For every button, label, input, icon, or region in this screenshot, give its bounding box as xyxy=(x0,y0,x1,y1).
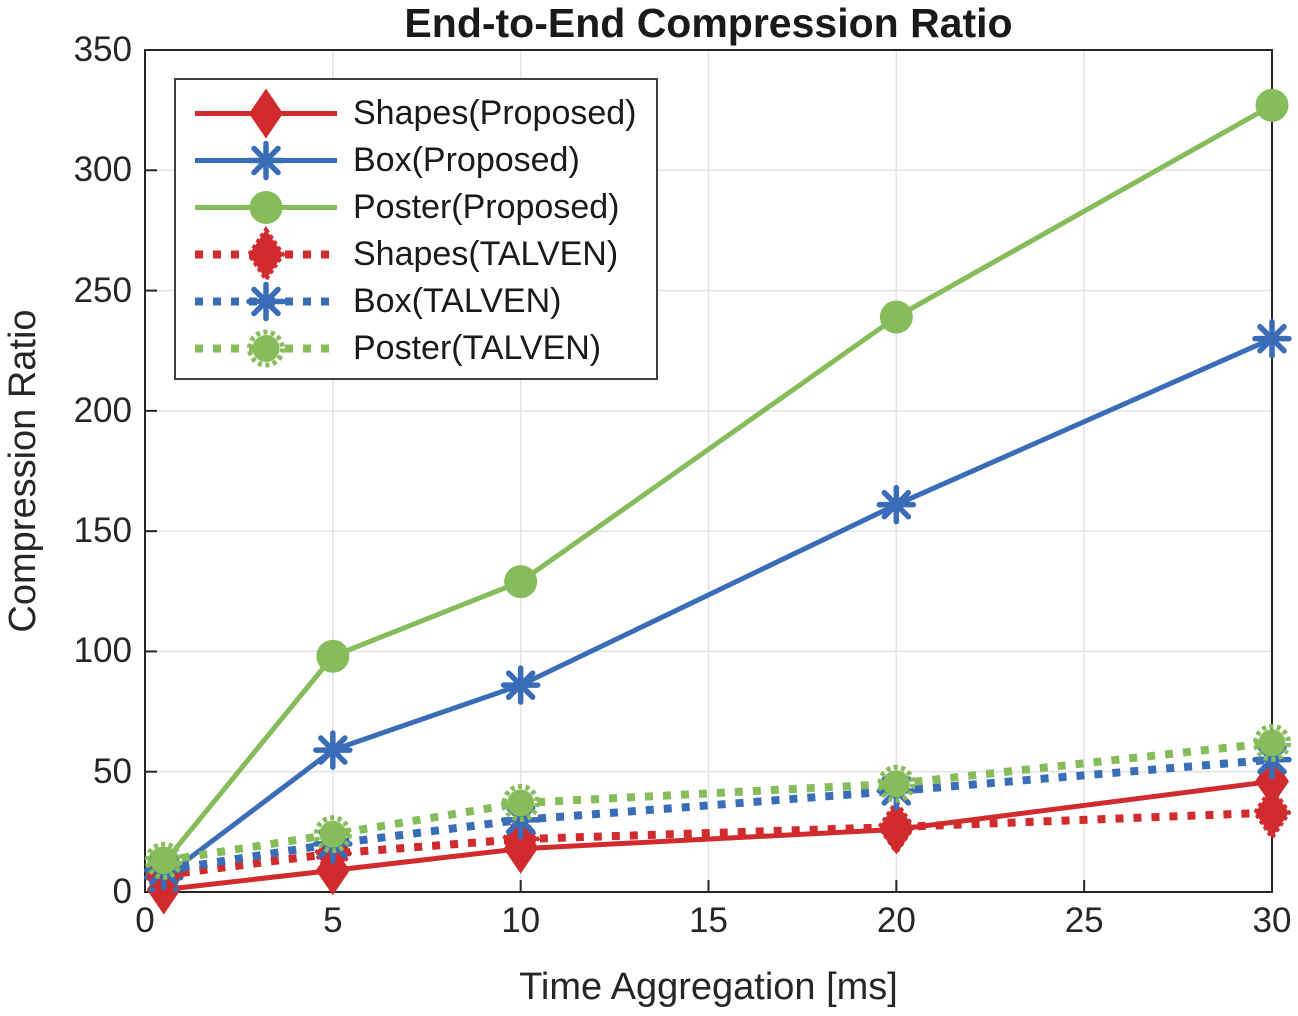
legend-item-Shapes(TALVEN): Shapes(TALVEN) xyxy=(176,225,656,284)
legend-label: Shapes(Proposed) xyxy=(353,94,637,132)
x-axis-label: Time Aggregation [ms] xyxy=(519,966,898,1008)
y-tick-label: 0 xyxy=(112,872,132,911)
x-tick-label: 25 xyxy=(1064,901,1104,940)
legend-item-Poster(Proposed): Poster(Proposed) xyxy=(176,184,656,231)
legend-sample xyxy=(193,88,339,139)
legend-item-Box(Proposed): Box(Proposed) xyxy=(176,137,656,184)
y-tick-label: 150 xyxy=(73,511,132,551)
legend-sample xyxy=(193,278,339,325)
circle-marker-edge xyxy=(313,815,352,854)
series-line xyxy=(163,808,1273,880)
asterisk-marker xyxy=(251,145,281,176)
diamond-marker xyxy=(249,88,283,139)
circle-marker xyxy=(249,191,283,224)
asterisk-marker xyxy=(318,735,348,765)
asterisk-marker xyxy=(1257,323,1287,354)
circle-marker-edge xyxy=(144,841,183,880)
diamond-marker xyxy=(876,798,916,856)
legend-label: Box(Proposed) xyxy=(353,141,580,179)
circle-marker xyxy=(316,639,350,673)
legend-sample-svg xyxy=(195,140,337,181)
legend-label: Poster(Proposed) xyxy=(353,188,620,226)
circle-marker xyxy=(150,847,178,875)
x-tick-label: 30 xyxy=(1252,901,1292,940)
legend-label: Poster(TALVEN) xyxy=(353,329,602,367)
series-Shapes(Proposed) xyxy=(146,756,1289,915)
circle-marker xyxy=(507,789,535,817)
legend-label: Box(TALVEN) xyxy=(353,282,562,320)
y-tick-label: 200 xyxy=(73,390,132,430)
y-tick-label: 250 xyxy=(73,270,132,310)
legend-sample-svg xyxy=(195,329,337,368)
legend-sample-svg xyxy=(195,191,337,224)
diamond-marker xyxy=(246,225,286,284)
diamond-marker xyxy=(1252,784,1292,842)
asterisk-marker xyxy=(251,286,281,317)
y-tick-label: 350 xyxy=(73,30,132,69)
y-tick-label: 300 xyxy=(73,150,132,190)
circle-marker xyxy=(1255,88,1289,122)
circle-marker xyxy=(882,770,910,798)
legend-sample-svg xyxy=(195,281,337,322)
legend-label: Shapes(TALVEN) xyxy=(353,235,619,273)
asterisk-marker xyxy=(881,489,912,520)
circle-marker-edge xyxy=(247,329,285,368)
y-tick-label: 50 xyxy=(93,751,132,791)
x-tick-label: 20 xyxy=(876,901,916,940)
chart-title: End-to-End Compression Ratio xyxy=(404,0,1013,46)
legend-sample xyxy=(193,137,339,184)
legend-item-Box(TALVEN): Box(TALVEN) xyxy=(176,278,656,325)
legend-sample xyxy=(193,184,339,231)
circle-marker-edge xyxy=(877,764,916,803)
circle-marker-edge xyxy=(1253,723,1291,762)
asterisk-marker xyxy=(505,670,536,700)
x-tick-label: 10 xyxy=(501,901,541,940)
legend-item-Shapes(Proposed): Shapes(Proposed) xyxy=(176,88,656,139)
legend-sample-svg xyxy=(195,88,337,139)
x-tick-label: 15 xyxy=(689,901,728,940)
legend-sample xyxy=(193,225,339,284)
legend-sample xyxy=(193,325,339,372)
legend-item-Poster(TALVEN): Poster(TALVEN) xyxy=(176,325,656,372)
circle-marker xyxy=(504,565,538,599)
circle-marker xyxy=(252,335,280,362)
circle-marker xyxy=(319,820,347,848)
circle-marker-edge xyxy=(501,783,540,822)
legend-sample-svg xyxy=(195,225,337,284)
circle-marker xyxy=(879,300,913,334)
y-tick-label: 100 xyxy=(73,631,132,671)
circle-marker xyxy=(1258,729,1286,757)
series-Box(Proposed) xyxy=(144,318,1292,898)
legend: Shapes(Proposed) Box(Proposed) Poster(Prop… xyxy=(174,78,658,380)
x-tick-label: 0 xyxy=(135,901,155,940)
series-Poster(TALVEN) xyxy=(144,723,1291,880)
x-tick-label: 5 xyxy=(323,901,343,940)
